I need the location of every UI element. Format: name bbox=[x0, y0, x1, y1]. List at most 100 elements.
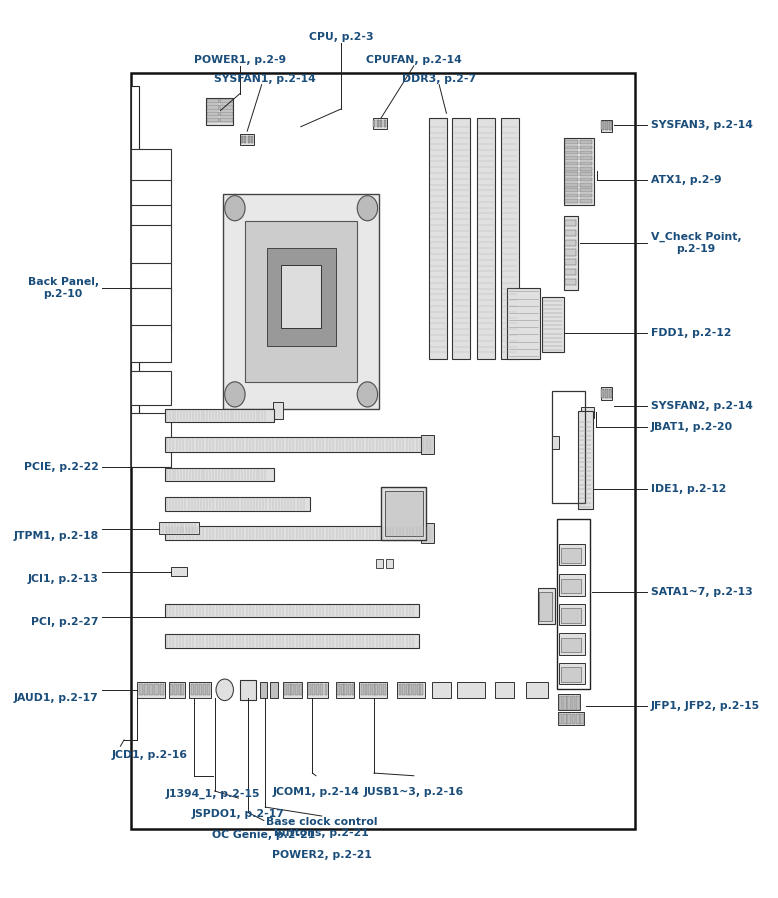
Bar bbox=[174, 684, 177, 695]
Bar bbox=[165, 437, 432, 452]
Bar bbox=[605, 389, 608, 398]
Circle shape bbox=[216, 679, 233, 700]
Bar bbox=[421, 435, 434, 454]
Bar bbox=[566, 172, 577, 176]
Bar bbox=[207, 111, 219, 116]
Text: CPU, p.2-3: CPU, p.2-3 bbox=[309, 32, 373, 42]
Bar bbox=[373, 118, 387, 128]
Bar bbox=[578, 410, 593, 509]
Bar bbox=[432, 682, 450, 698]
Bar bbox=[376, 684, 378, 695]
Bar bbox=[131, 288, 171, 330]
Bar bbox=[429, 118, 447, 359]
Bar bbox=[154, 684, 159, 695]
Bar bbox=[409, 684, 412, 695]
Bar bbox=[312, 684, 315, 695]
Bar bbox=[580, 189, 592, 192]
Bar bbox=[131, 205, 171, 227]
Bar bbox=[244, 136, 247, 143]
Bar bbox=[477, 118, 495, 359]
Text: POWER2, p.2-21: POWER2, p.2-21 bbox=[272, 850, 372, 859]
Bar bbox=[452, 118, 471, 359]
Bar bbox=[566, 230, 576, 236]
Text: J1394_1, p.2-15: J1394_1, p.2-15 bbox=[166, 788, 261, 799]
Bar bbox=[384, 119, 386, 127]
Text: PCIE, p.2-22: PCIE, p.2-22 bbox=[24, 462, 99, 472]
Text: POWER1, p.2-9: POWER1, p.2-9 bbox=[194, 55, 286, 65]
Bar bbox=[556, 519, 590, 689]
Bar bbox=[601, 119, 612, 132]
Bar bbox=[191, 684, 194, 695]
Bar bbox=[576, 696, 580, 709]
Text: SYSFAN2, p.2-14: SYSFAN2, p.2-14 bbox=[650, 401, 752, 411]
Bar bbox=[365, 684, 367, 695]
Text: JSPDO1, p.2-17: JSPDO1, p.2-17 bbox=[192, 809, 285, 819]
Bar bbox=[559, 575, 585, 595]
Bar bbox=[165, 603, 419, 617]
Bar bbox=[321, 684, 324, 695]
Bar bbox=[203, 684, 206, 695]
Bar bbox=[131, 224, 171, 265]
Bar bbox=[359, 682, 387, 698]
Bar bbox=[566, 240, 576, 246]
Bar bbox=[307, 682, 328, 698]
Bar bbox=[165, 497, 310, 511]
Circle shape bbox=[357, 196, 377, 221]
Bar bbox=[240, 134, 254, 145]
Bar bbox=[380, 119, 382, 127]
Bar bbox=[561, 549, 581, 563]
Text: V_Check Point,
p.2-19: V_Check Point, p.2-19 bbox=[650, 233, 741, 254]
Text: SYSFAN1, p.2-14: SYSFAN1, p.2-14 bbox=[215, 75, 316, 84]
Bar bbox=[240, 136, 243, 143]
Text: PCI, p.2-27: PCI, p.2-27 bbox=[31, 617, 99, 627]
Text: JCD1, p.2-16: JCD1, p.2-16 bbox=[112, 750, 187, 761]
Bar bbox=[223, 194, 379, 409]
Bar bbox=[457, 682, 485, 698]
Bar bbox=[559, 633, 585, 655]
Bar bbox=[566, 194, 577, 198]
Bar bbox=[566, 250, 576, 256]
Bar bbox=[272, 401, 282, 419]
Bar bbox=[165, 468, 274, 481]
Bar bbox=[165, 409, 274, 422]
Bar bbox=[608, 389, 612, 398]
Bar bbox=[580, 151, 592, 154]
Bar bbox=[567, 696, 571, 709]
Bar bbox=[580, 194, 592, 198]
Bar bbox=[352, 684, 355, 695]
Bar bbox=[580, 145, 592, 149]
Bar bbox=[558, 694, 580, 710]
Text: IDE1, p.2-12: IDE1, p.2-12 bbox=[650, 484, 726, 494]
Bar bbox=[564, 138, 594, 206]
Bar bbox=[580, 162, 592, 165]
Bar bbox=[566, 145, 577, 149]
Bar bbox=[171, 568, 187, 577]
Bar bbox=[567, 714, 571, 724]
Bar bbox=[580, 199, 592, 203]
Bar bbox=[566, 156, 577, 160]
Bar bbox=[149, 684, 153, 695]
Bar bbox=[526, 682, 548, 698]
Bar bbox=[159, 523, 198, 534]
Bar bbox=[563, 714, 566, 724]
Bar bbox=[284, 684, 287, 695]
Bar bbox=[335, 682, 355, 698]
Circle shape bbox=[225, 382, 245, 407]
Bar bbox=[368, 684, 371, 695]
Bar bbox=[580, 167, 592, 171]
Bar bbox=[566, 260, 576, 266]
Bar bbox=[561, 608, 581, 622]
Bar bbox=[605, 121, 608, 130]
Text: JCOM1, p.2-14: JCOM1, p.2-14 bbox=[272, 787, 359, 797]
Bar bbox=[561, 667, 581, 682]
Bar bbox=[420, 684, 423, 695]
Bar bbox=[165, 526, 432, 541]
Bar bbox=[207, 118, 219, 122]
Bar bbox=[559, 603, 585, 625]
Bar bbox=[608, 121, 612, 130]
Bar bbox=[572, 696, 576, 709]
Bar bbox=[566, 151, 577, 154]
Bar bbox=[561, 638, 581, 652]
Bar bbox=[207, 99, 219, 103]
Bar bbox=[379, 684, 382, 695]
